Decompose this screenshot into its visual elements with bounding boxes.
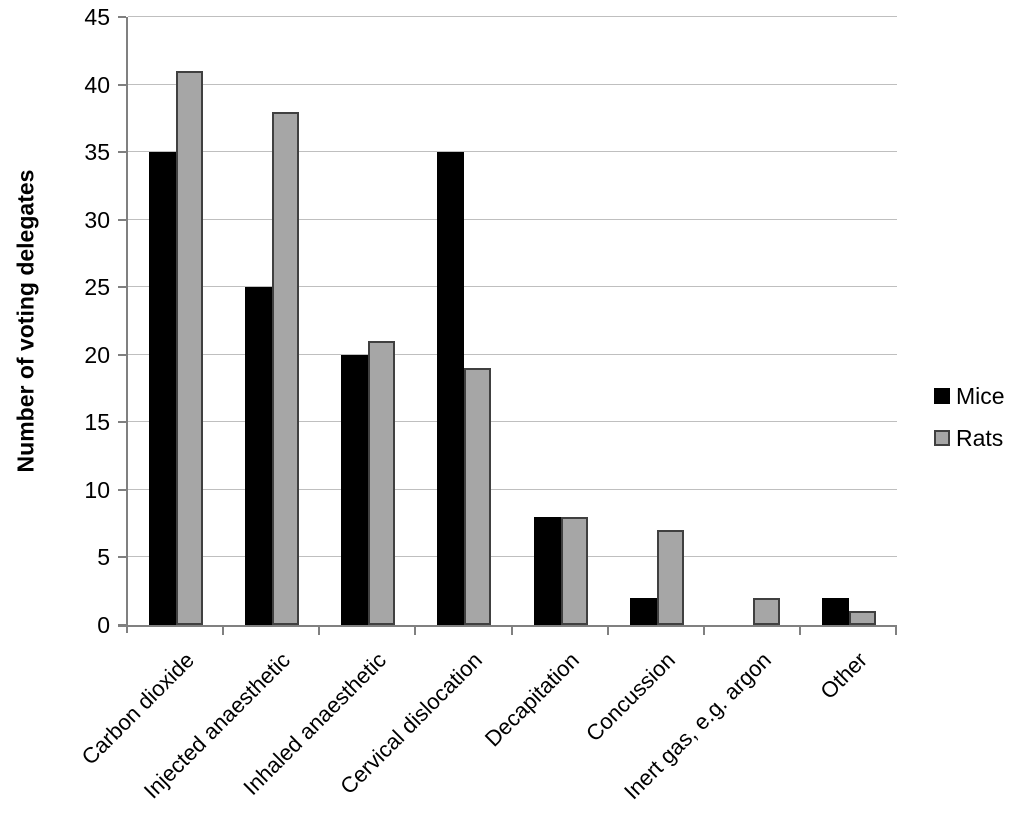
y-tick-mark (118, 353, 126, 356)
x-tick-mark (318, 627, 321, 635)
bar-rats-5 (560, 516, 588, 625)
y-tick-mark (118, 218, 126, 221)
x-tick-mark (606, 627, 609, 635)
bar-mice-6 (629, 597, 657, 625)
y-tick-label: 0 (97, 612, 110, 638)
legend-swatch-rats (934, 430, 950, 446)
y-tick-label: 30 (84, 206, 110, 233)
bar-mice-8 (821, 597, 849, 625)
x-tick-mark (702, 627, 705, 635)
legend-label: Mice (956, 383, 1005, 409)
legend-item-rats: Rats (934, 426, 1003, 450)
y-tick-label: 45 (84, 4, 110, 30)
gridline (128, 286, 897, 288)
gridline (128, 151, 897, 153)
y-tick-mark (118, 421, 126, 424)
y-tick-mark (118, 151, 126, 154)
gridline (128, 556, 897, 558)
bar-rats-6 (656, 530, 684, 625)
y-tick-label: 10 (84, 476, 110, 503)
y-tick-mark (118, 488, 126, 491)
bar-rats-8 (848, 611, 876, 625)
gridline (128, 488, 897, 490)
bar-mice-3 (341, 354, 369, 625)
legend-swatch-mice (934, 388, 950, 404)
legend-label: Rats (956, 425, 1004, 451)
legend-item-mice: Mice (934, 384, 1005, 408)
y-tick-mark (118, 286, 126, 289)
y-tick-mark (118, 16, 126, 18)
bar-rats-3 (368, 341, 396, 625)
x-axis-line (118, 625, 897, 627)
bar-mice-4 (437, 152, 465, 625)
y-tick-label: 15 (84, 409, 110, 436)
y-tick-mark (118, 624, 126, 626)
gridline (128, 353, 897, 355)
bar-rats-4 (464, 368, 492, 625)
gridline (128, 16, 897, 17)
x-category-label: Carbon dioxide (76, 647, 200, 770)
y-tick-label: 25 (84, 274, 110, 301)
bar-mice-2 (245, 287, 273, 625)
bar-mice-1 (149, 152, 177, 625)
bar-mice-5 (533, 516, 561, 625)
gridline (128, 218, 897, 220)
y-tick-label: 20 (84, 341, 110, 368)
y-tick-mark (118, 556, 126, 559)
x-tick-mark (510, 627, 513, 635)
x-tick-mark (895, 627, 897, 635)
bar-rats-1 (176, 71, 204, 625)
y-axis-line (126, 17, 128, 633)
y-tick-label: 35 (84, 139, 110, 166)
gridline (128, 83, 897, 85)
bar-rats-7 (752, 597, 780, 625)
gridline (128, 421, 897, 423)
y-tick-mark (118, 83, 126, 86)
bar-rats-2 (272, 111, 300, 625)
x-tick-mark (798, 627, 801, 635)
y-tick-label: 40 (84, 71, 110, 98)
x-tick-mark (414, 627, 417, 635)
x-tick-mark (222, 627, 225, 635)
y-tick-label: 5 (97, 544, 110, 571)
